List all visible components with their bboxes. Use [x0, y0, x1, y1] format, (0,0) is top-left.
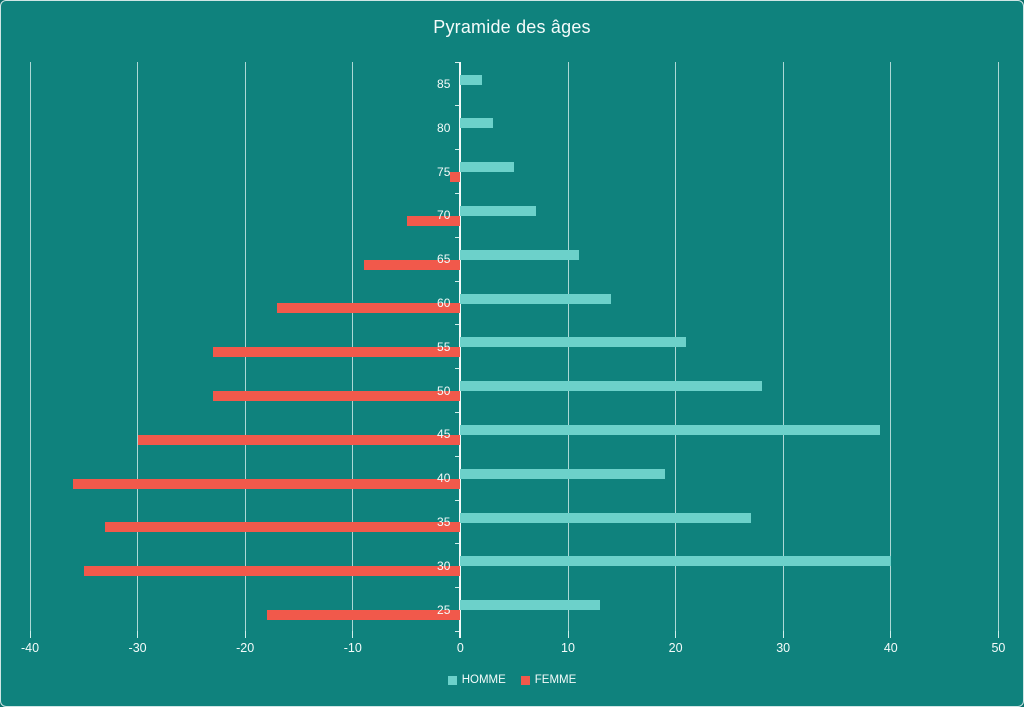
x-axis-tick [997, 631, 999, 639]
age-category-label: 50 [437, 383, 451, 398]
gridline [137, 62, 139, 632]
age-category-label: 70 [437, 208, 451, 223]
age-category-label: 75 [437, 164, 451, 179]
bar-homme-60 [460, 293, 612, 304]
legend-item-femme: FEMME [520, 674, 577, 686]
bar-femme-75 [449, 171, 461, 182]
chart-legend: HOMME FEMME [1, 674, 1023, 686]
x-axis-tick [782, 631, 784, 639]
bar-homme-50 [460, 381, 762, 392]
bar-homme-55 [460, 337, 687, 348]
category-axis-tick [455, 236, 461, 238]
x-axis-tick [352, 631, 354, 639]
bar-homme-25 [460, 600, 601, 611]
legend-label-femme: FEMME [534, 674, 577, 686]
bar-femme-25 [266, 609, 461, 620]
x-axis-tick-label: 20 [668, 641, 683, 655]
x-axis-tick [244, 631, 246, 639]
bar-homme-35 [460, 512, 751, 523]
category-axis-tick [455, 587, 461, 589]
age-category-label: 30 [437, 558, 451, 573]
bar-homme-80 [460, 118, 493, 129]
category-axis-tick [455, 499, 461, 501]
bar-homme-30 [460, 556, 891, 567]
bar-homme-85 [460, 74, 482, 85]
x-axis-tick-label: 50 [991, 641, 1006, 655]
bar-femme-40 [73, 478, 461, 489]
category-axis-tick [455, 192, 461, 194]
age-category-label: 55 [437, 339, 451, 354]
x-axis-tick-label: -20 [236, 641, 255, 655]
legend-label-homme: HOMME [461, 674, 506, 686]
category-axis-tick [455, 368, 461, 370]
category-axis-tick [455, 411, 461, 413]
bar-homme-75 [460, 162, 515, 173]
age-category-label: 40 [437, 471, 451, 486]
x-axis-tick [137, 631, 139, 639]
x-axis-tick-label: 30 [776, 641, 791, 655]
gridline [244, 62, 246, 632]
x-axis-tick-label: 40 [883, 641, 898, 655]
gridline [890, 62, 892, 632]
age-category-label: 60 [437, 295, 451, 310]
bar-femme-45 [137, 434, 461, 445]
bar-femme-65 [363, 259, 461, 270]
bar-femme-35 [105, 522, 461, 533]
bar-femme-70 [406, 215, 461, 226]
category-axis-tick [455, 105, 461, 107]
gridline [29, 62, 31, 632]
y-axis-zero-line [459, 62, 462, 639]
x-axis-tick-label: -40 [20, 641, 40, 655]
legend-item-homme: HOMME [447, 674, 506, 686]
x-axis-tick [29, 631, 31, 639]
femme-series-swatch-icon [520, 675, 530, 685]
chart-title: Pyramide des âges [433, 17, 591, 37]
category-axis-tick [455, 149, 461, 151]
bar-homme-65 [460, 249, 579, 260]
x-axis-tick-label: -30 [128, 641, 147, 655]
bar-homme-45 [460, 424, 881, 435]
bar-homme-70 [460, 205, 536, 216]
bar-femme-50 [212, 390, 461, 401]
age-category-label: 45 [437, 427, 451, 442]
category-axis-tick [455, 324, 461, 326]
homme-series-swatch-icon [447, 675, 457, 685]
category-axis-tick [455, 630, 461, 632]
gridline [997, 62, 999, 632]
x-axis-tick-label: -10 [343, 641, 362, 655]
x-axis-tick [567, 631, 569, 639]
x-axis-tick-label: 0 [456, 641, 464, 655]
x-axis-tick [890, 631, 892, 639]
age-category-label: 25 [437, 602, 451, 617]
x-axis-tick-label: 10 [561, 641, 575, 655]
bar-homme-40 [460, 468, 665, 479]
bar-femme-60 [277, 303, 461, 314]
bar-femme-30 [83, 566, 461, 577]
category-axis-tick [455, 280, 461, 282]
age-category-label: 80 [437, 120, 451, 135]
category-axis-tick [455, 455, 461, 457]
bar-femme-55 [212, 347, 461, 358]
x-axis-tick [675, 631, 677, 639]
age-category-label: 35 [437, 514, 451, 529]
category-axis-tick [455, 543, 461, 545]
gridline [352, 62, 354, 632]
age-category-label: 85 [437, 76, 451, 91]
category-axis-tick [455, 61, 461, 63]
gridline [782, 62, 784, 632]
age-category-label: 65 [437, 252, 451, 267]
